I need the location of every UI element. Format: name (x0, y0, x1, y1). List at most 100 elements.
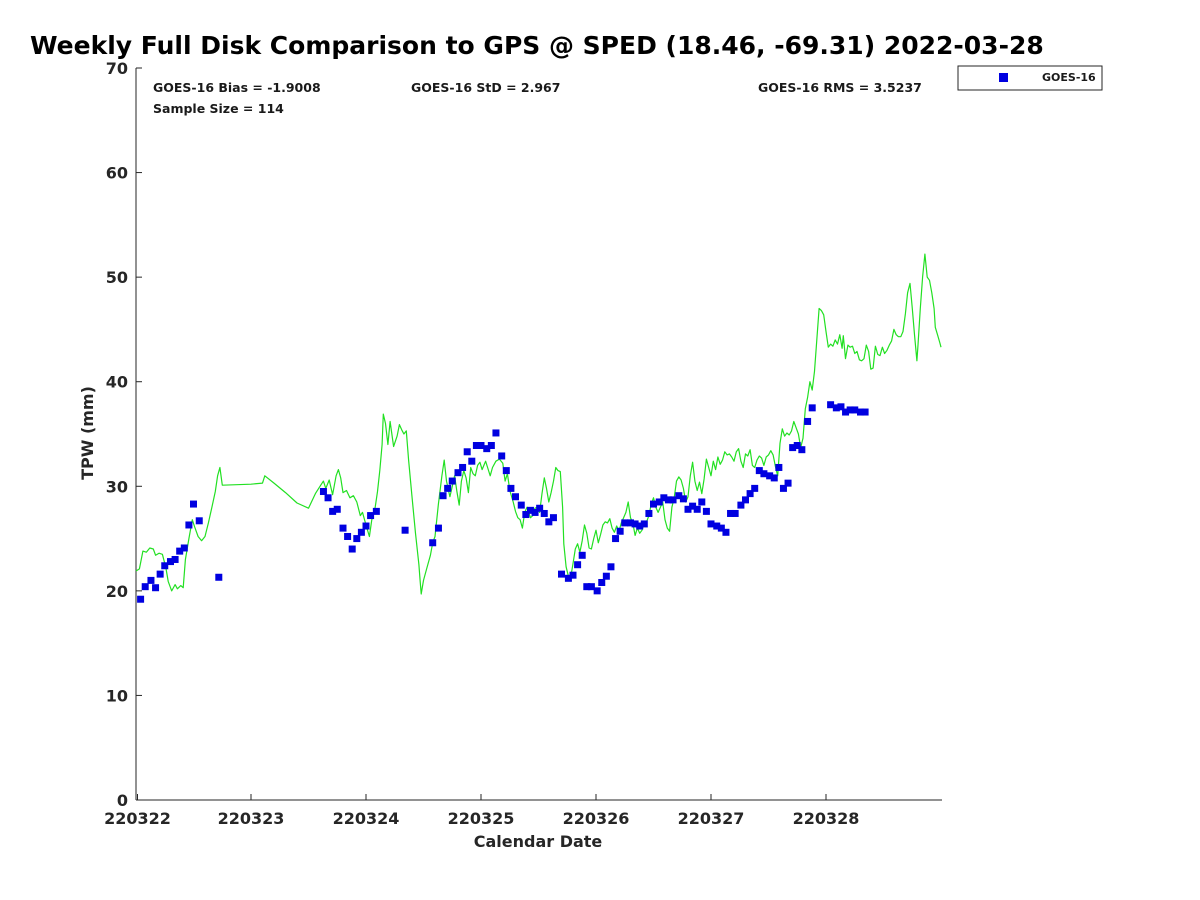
gps-line (135, 253, 942, 595)
goes-point (760, 470, 768, 478)
goes-point (526, 506, 534, 514)
goes-point (549, 514, 557, 522)
goes-point (429, 539, 437, 547)
bias-annotation: GOES-16 Bias = -1.9008 (153, 80, 321, 95)
legend-marker (999, 73, 1008, 82)
goes-point (837, 403, 845, 411)
goes-point (640, 520, 648, 528)
goes-point (727, 509, 735, 517)
y-tick-label: 60 (106, 164, 128, 183)
rms-annotation: GOES-16 RMS = 3.5237 (758, 80, 922, 95)
goes-point (401, 526, 409, 534)
x-tick-label: 220326 (563, 809, 630, 828)
goes-point (698, 498, 706, 506)
goes-point (742, 496, 749, 504)
goes-point (675, 492, 683, 500)
goes-point (180, 544, 188, 552)
goes-point (333, 505, 341, 513)
goes-point (798, 446, 806, 454)
goes-point (434, 524, 442, 532)
goes-point (444, 484, 452, 492)
goes-point (167, 558, 174, 566)
y-tick-label: 0 (117, 791, 128, 810)
goes-point (751, 484, 759, 492)
goes-point (468, 457, 476, 465)
x-axis-label: Calendar Date (474, 832, 603, 851)
x-tick-label: 220327 (678, 809, 745, 828)
goes-point (779, 484, 787, 492)
goes-point (512, 493, 519, 501)
goes-point (631, 520, 639, 528)
goes-point (574, 561, 582, 569)
goes-point (684, 505, 692, 513)
goes-point (770, 474, 778, 482)
goes-point (755, 467, 763, 475)
gps-series (135, 253, 942, 595)
goes-point (348, 545, 356, 553)
goes-point (731, 509, 739, 517)
sample-size-annotation: Sample Size = 114 (153, 101, 284, 116)
goes-point (713, 522, 721, 530)
y-tick-label: 50 (106, 268, 128, 287)
goes-point (147, 576, 155, 584)
goes-point (717, 524, 725, 532)
goes-series (137, 401, 869, 603)
goes-point (329, 507, 337, 515)
goes-point (602, 572, 610, 580)
chart-title: Weekly Full Disk Comparison to GPS @ SPE… (30, 31, 1044, 60)
goes-point (324, 494, 332, 502)
goes-point (558, 570, 565, 578)
goes-point (483, 445, 491, 453)
goes-point (448, 477, 456, 485)
legend: GOES-16 (957, 65, 1103, 91)
goes-point (531, 508, 539, 516)
goes-point (857, 408, 864, 416)
goes-point (851, 406, 859, 414)
goes-point (357, 528, 365, 536)
y-tick-label: 20 (106, 582, 128, 601)
goes-point (808, 404, 816, 412)
std-annotation: GOES-16 StD = 2.967 (411, 80, 560, 95)
goes-point (693, 505, 701, 513)
y-tick-label: 30 (106, 477, 128, 496)
goes-point (171, 555, 179, 563)
goes-point (372, 507, 380, 515)
goes-point (190, 500, 197, 508)
goes-point (846, 406, 854, 414)
goes-point (587, 583, 595, 591)
goes-point (660, 494, 668, 502)
goes-point (627, 519, 634, 527)
goes-point (215, 573, 223, 581)
goes-point (669, 496, 677, 504)
goes-point (636, 522, 644, 530)
plot-area: 0 10 20 30 40 50 60 70 220322 220323 220324 220325… (104, 59, 942, 828)
goes-point (545, 518, 553, 526)
goes-point (775, 463, 783, 471)
goes-point (152, 584, 160, 592)
goes-point (536, 504, 544, 512)
goes-point (679, 495, 687, 503)
goes-point (832, 404, 840, 412)
goes-point (353, 535, 361, 543)
goes-point (689, 502, 697, 510)
goes-point (746, 490, 754, 498)
goes-point (540, 509, 548, 517)
goes-point (319, 488, 327, 496)
goes-point (569, 571, 577, 579)
goes-point (621, 519, 629, 527)
goes-point (498, 452, 506, 460)
goes-point (616, 527, 624, 535)
goes-point (472, 442, 480, 450)
goes-point (598, 578, 606, 586)
goes-point (439, 492, 447, 500)
x-tick-label: 220328 (793, 809, 860, 828)
goes-point (842, 408, 850, 416)
goes-point (156, 570, 164, 578)
x-tick-label: 220324 (333, 809, 400, 828)
legend-box (957, 65, 1103, 91)
goes-point (655, 498, 663, 506)
y-axis-label: TPW (mm) (78, 386, 97, 480)
goes-point (607, 563, 615, 571)
goes-point (176, 547, 184, 555)
